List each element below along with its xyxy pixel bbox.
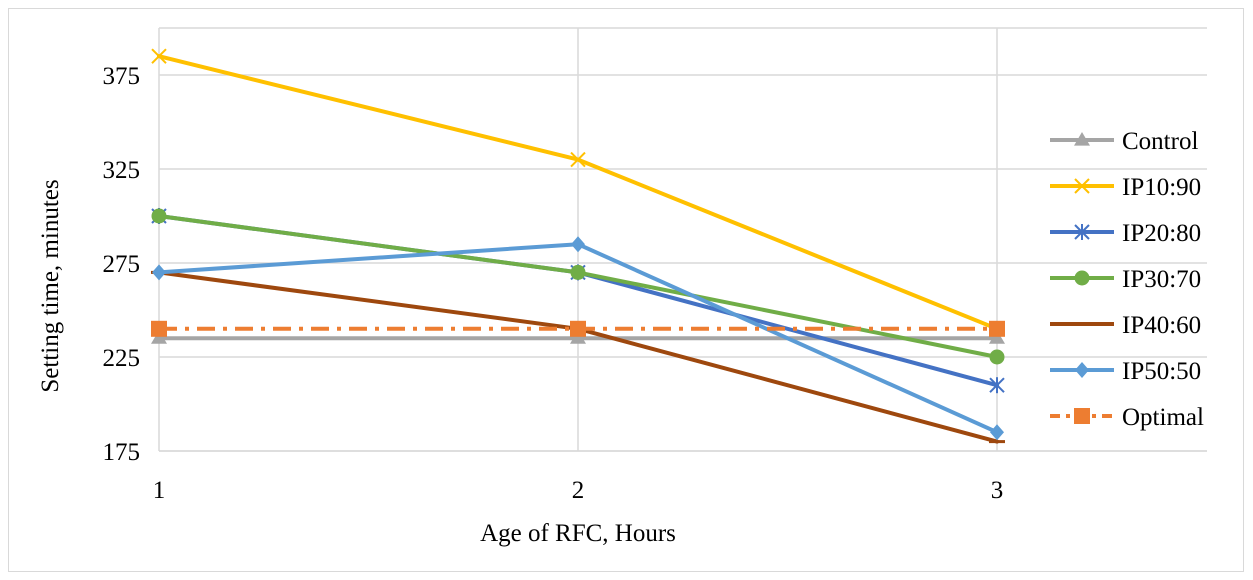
data-point (151, 208, 167, 224)
gridlines (158, 27, 1207, 452)
legend-marker (1074, 270, 1090, 286)
x-tick-label: 1 (153, 477, 166, 504)
y-tick-label: 275 (103, 251, 141, 278)
legend-item: Control (1050, 128, 1198, 155)
y-tick-label: 225 (103, 345, 141, 372)
legend-marker (1075, 362, 1089, 378)
data-point (151, 320, 167, 337)
x-tick-label: 3 (991, 477, 1004, 504)
data-point (152, 264, 166, 281)
legend-item: Optimal (1050, 404, 1204, 431)
data-point (571, 236, 585, 253)
data-point (990, 424, 1004, 441)
series-control (151, 330, 1005, 344)
data-point (570, 264, 586, 280)
data-point (570, 320, 586, 337)
legend-item: IP10:90 (1050, 174, 1201, 201)
data-point (151, 330, 167, 344)
chart-frame (8, 8, 1244, 572)
data-point (151, 48, 167, 64)
y-tick-label: 175 (103, 439, 141, 466)
series-lines (151, 48, 1005, 444)
x-axis-title: Age of RFC, Hours (480, 520, 676, 547)
legend-label: IP10:90 (1122, 174, 1201, 201)
data-point (989, 330, 1005, 344)
legend-item: IP50:50 (1050, 358, 1201, 385)
legend-marker (1074, 408, 1090, 424)
series-ip50-50 (152, 236, 1004, 441)
legend-marker (1074, 178, 1090, 194)
y-axis-title: Setting time, minutes (37, 179, 64, 392)
axes: 175 225 275 325 375 1 2 3 (103, 63, 1207, 504)
legend-label: IP30:70 (1122, 266, 1201, 293)
data-point (570, 151, 586, 168)
legend-label: IP50:50 (1122, 358, 1201, 385)
legend-item: IP20:80 (1050, 220, 1201, 247)
legend-label: Optimal (1122, 404, 1204, 431)
legend-item: IP40:60 (1050, 312, 1201, 339)
data-point (989, 377, 1005, 394)
y-tick-label: 375 (103, 63, 141, 90)
legend-label: IP20:80 (1122, 220, 1201, 247)
data-point (989, 320, 1005, 337)
data-point (570, 330, 586, 344)
legend-label: IP40:60 (1122, 312, 1201, 339)
x-tick-label: 2 (572, 477, 585, 504)
series-optimal (151, 320, 1005, 337)
data-point (989, 349, 1005, 365)
legend: Control IP10:90 IP20:80 IP30:70 IP40:60 IP50:… (1050, 128, 1204, 431)
y-tick-label: 325 (103, 157, 141, 184)
legend-marker (1074, 132, 1090, 146)
legend-label: Control (1122, 128, 1198, 155)
legend-marker (1074, 224, 1090, 240)
legend-item: IP30:70 (1050, 266, 1201, 293)
